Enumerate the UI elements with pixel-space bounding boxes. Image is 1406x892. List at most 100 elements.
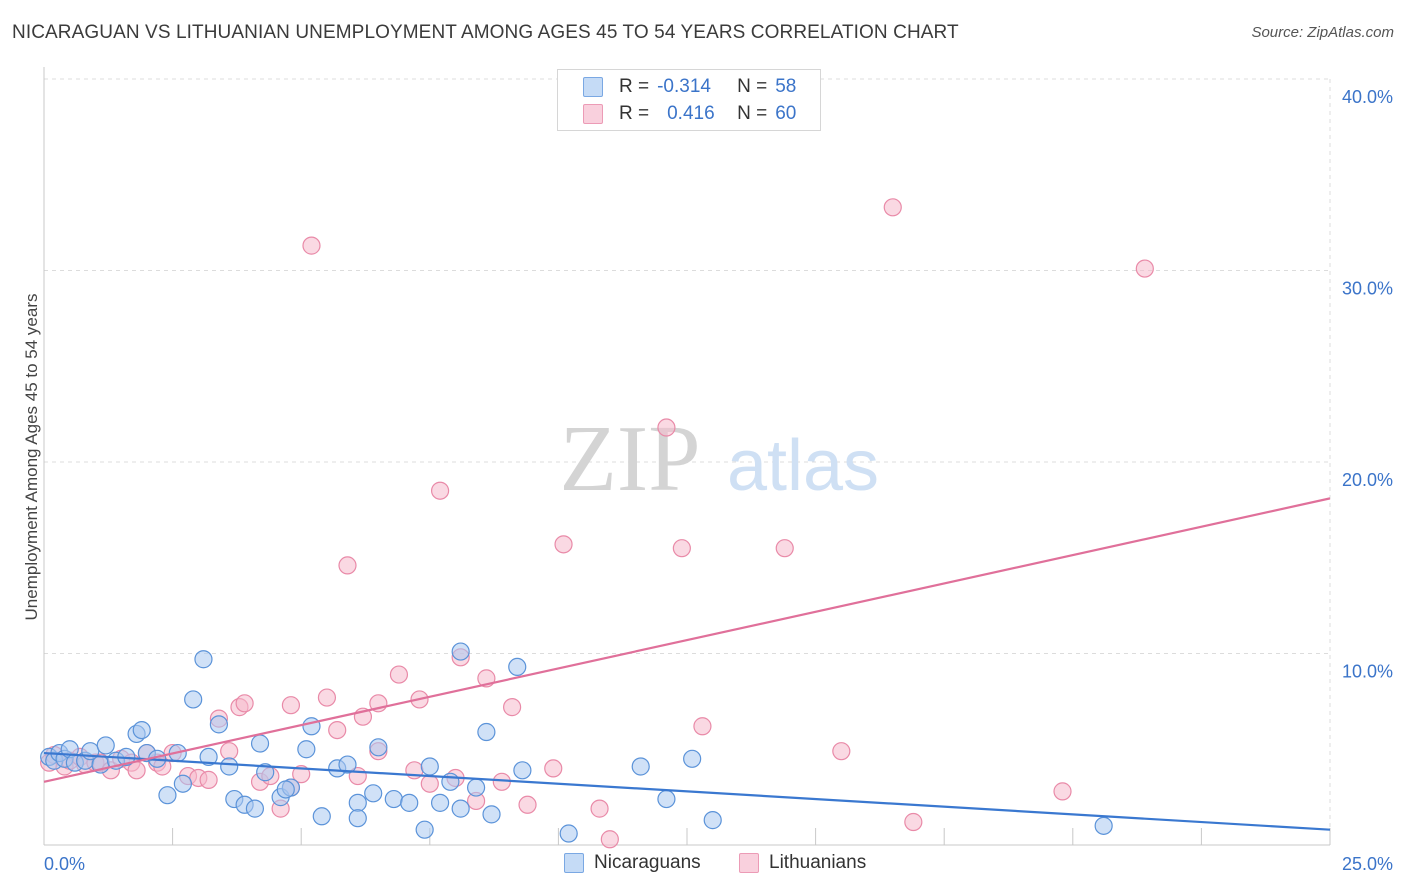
legend-label-nicaraguans: Nicaraguans: [594, 852, 701, 873]
legend-swatch-blue: [583, 77, 603, 97]
nicaraguan-point: [184, 690, 203, 709]
nicaraguan-point: [451, 799, 470, 818]
chart-title: NICARAGUAN VS LITHUANIAN UNEMPLOYMENT AM…: [12, 22, 959, 43]
stats-legend: R = -0.314 N = 58 R = 0.416 N = 60: [557, 69, 821, 131]
nicaraguan-point: [245, 799, 265, 818]
lithuanian-point: [600, 830, 619, 849]
nicaraguan-point: [477, 722, 496, 742]
lithuanian-point: [544, 759, 563, 778]
nicaraguan-point: [703, 811, 722, 830]
nicaraguan-point: [338, 755, 357, 774]
nicaraguan-point: [250, 734, 270, 753]
lithuanian-point: [904, 812, 923, 832]
nicaraguan-point: [199, 747, 218, 767]
watermark-zip: ZIP: [560, 407, 701, 511]
lithuanian-point: [883, 198, 902, 217]
nicaraguans-points: [40, 642, 1113, 843]
legend-item-lithuanians[interactable]: Lithuanians: [739, 852, 866, 874]
nicaraguan-point: [276, 780, 295, 799]
nicaraguan-point: [173, 774, 192, 793]
nicaraguan-point: [657, 789, 676, 809]
lithuanian-point: [338, 556, 357, 575]
legend-r-value: -0.314: [657, 76, 711, 97]
legend-r-label: R =: [619, 76, 650, 97]
nicaraguan-point: [513, 761, 532, 780]
lithuanian-point: [317, 688, 337, 707]
lithuanian-point: [693, 717, 712, 736]
lithuanian-point: [518, 795, 537, 814]
legend-n-label: N =: [737, 103, 768, 124]
nicaraguan-point: [96, 736, 115, 755]
nicaraguan-point: [256, 763, 275, 782]
legend-n-value: 60: [775, 103, 797, 124]
lithuanian-point: [292, 765, 311, 784]
nicaraguan-point: [297, 740, 316, 759]
lithuanian-point: [1135, 259, 1154, 278]
lithuanian-point: [1053, 782, 1072, 801]
nicaraguan-point: [369, 738, 388, 757]
watermark: ZIP atlas: [560, 407, 880, 511]
lithuanian-point: [281, 696, 301, 715]
lithuanian-point: [199, 770, 218, 789]
lithuanian-point: [328, 720, 347, 740]
nicaraguan-point: [466, 778, 486, 797]
x-tick-label: 25.0%: [1342, 854, 1393, 874]
lithuanian-point: [590, 799, 609, 818]
nicaraguan-point: [312, 807, 331, 826]
nicaraguan-point: [364, 784, 383, 803]
lithuanian-point: [554, 535, 573, 554]
legend-r-value: 0.416: [667, 103, 715, 124]
legend-swatch-pink: [739, 853, 759, 873]
lithuanian-point: [389, 665, 409, 684]
lithuanian-point: [503, 698, 522, 717]
nicaraguan-point: [302, 717, 321, 736]
y-tick-label: 40.0%: [1342, 87, 1393, 107]
lithuanians-trend-line: [43, 497, 1331, 783]
lithuanian-point: [302, 236, 321, 255]
trend-lines: [43, 497, 1331, 831]
legend-n-value: 58: [775, 76, 797, 97]
nicaraguan-point: [430, 793, 450, 812]
legend-swatch-pink: [583, 104, 603, 124]
lithuanian-point: [430, 481, 450, 500]
y-tick-label: 20.0%: [1342, 470, 1393, 490]
nicaraguan-point: [1094, 816, 1113, 835]
legend-swatch-blue: [564, 853, 584, 873]
nicaraguan-point: [158, 786, 177, 805]
nicaraguan-point: [348, 793, 367, 812]
legend-row-lithuanians: R = 0.416 N = 60: [583, 102, 796, 126]
y-tick-label: 30.0%: [1342, 279, 1393, 299]
lithuanian-point: [775, 539, 794, 558]
nicaraguan-point: [132, 720, 151, 740]
nicaraguans-trend-line: [43, 751, 1331, 831]
watermark-atlas: atlas: [727, 426, 879, 506]
lithuanian-point: [220, 742, 239, 761]
nicaraguan-point: [683, 749, 702, 768]
legend-r-label: R =: [619, 103, 650, 124]
x-tick-label: 0.0%: [44, 854, 85, 874]
legend-n-label: N =: [737, 76, 768, 97]
nicaraguan-point: [209, 715, 228, 734]
source-label: Source: ZipAtlas.com: [1251, 24, 1394, 41]
nicaraguan-point: [559, 824, 578, 843]
y-tick-label: 10.0%: [1342, 662, 1393, 682]
lithuanian-point: [672, 539, 691, 558]
nicaraguan-point: [451, 642, 470, 661]
nicaraguan-point: [348, 809, 367, 828]
y-tick-labels: 10.0% 20.0% 30.0% 40.0%: [1342, 87, 1393, 682]
legend-item-nicaraguans[interactable]: Nicaraguans: [564, 852, 701, 874]
legend-label-lithuanians: Lithuanians: [769, 852, 867, 873]
nicaraguan-point: [220, 757, 239, 776]
lithuanian-point: [235, 694, 254, 713]
x-tick-labels: 0.0% 25.0%: [44, 854, 1393, 874]
nicaraguan-point: [631, 757, 650, 776]
nicaraguan-point: [508, 657, 527, 677]
y-axis-label: Unemployment Among Ages 45 to 54 years: [22, 294, 41, 621]
legend-row-nicaraguans: R = -0.314 N = 58: [583, 75, 796, 99]
nicaraguan-point: [415, 820, 434, 839]
nicaraguan-point: [384, 789, 403, 809]
nicaraguan-point: [482, 805, 501, 824]
nicaraguan-point: [400, 793, 419, 812]
nicaraguan-point: [194, 650, 213, 669]
